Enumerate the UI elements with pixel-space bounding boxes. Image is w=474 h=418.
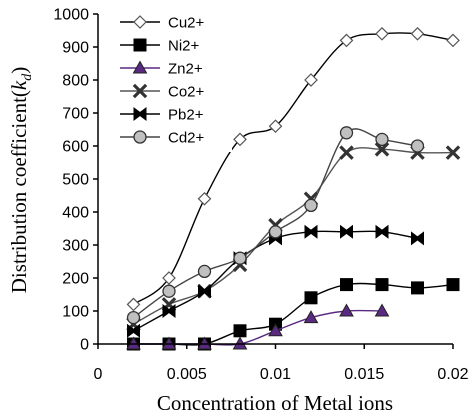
data-point [374,303,390,317]
x-tick-label: 0.02 [437,366,468,383]
series-layer [126,26,461,351]
legend-item: Zn2+ [120,60,203,78]
legend-item: Cd2+ [120,130,205,147]
legend-item: Ni2+ [120,38,200,55]
y-tick-label: 600 [62,139,89,156]
data-point [127,323,140,338]
y-axis-title: Distribution coefficient(kd) [7,67,35,293]
legend-label: Pb2+ [168,107,204,124]
data-point [304,73,318,87]
legend-item: Co2+ [120,84,205,101]
legend-item: Pb2+ [120,107,204,124]
y-tick-label: 500 [62,172,89,189]
data-point [268,119,283,134]
series-line [133,147,454,325]
legend-box [114,12,232,152]
data-point [375,132,389,147]
data-point [375,224,389,239]
legend-swatch-marker [133,107,147,121]
data-point [162,271,176,285]
legend-swatch-marker [132,60,148,74]
data-point [162,284,176,298]
data-point [339,126,354,140]
series-cu2- [126,26,460,312]
y-axis-title-main: Distribution coefficient( [7,90,31,293]
data-point [162,304,176,318]
legend-swatch-marker [133,15,147,29]
y-tick-label: 300 [62,238,89,255]
data-point [446,278,460,292]
series-line [133,32,454,305]
y-tick-label: 400 [62,205,89,222]
ticks-layer: 0 100 200 300 400 500 600 700 800 900 1000 0 0.005 0.… [53,7,468,384]
legend-label: Co2+ [168,84,205,101]
y-axis-title-symbol: k [7,80,31,90]
x-axis-title: Concentration of Metal ions [157,391,393,415]
data-point [304,224,318,239]
data-point [197,191,212,206]
legend-item: Cu2+ [120,15,205,32]
legend-label: Cd2+ [168,130,205,147]
x-tick-label: 0.015 [344,366,384,383]
y-tick-label: 700 [62,106,89,123]
data-point [410,139,425,153]
data-point [339,145,354,160]
x-tick-label: 0.005 [167,366,207,383]
legend-swatch-marker [132,83,148,99]
data-point [126,297,141,312]
y-tick-label: 900 [62,40,89,57]
data-point [375,26,389,41]
y-axis-title-close: ) [7,67,31,74]
data-point [304,291,318,305]
legend-label: Ni2+ [168,38,200,55]
data-point [198,284,211,299]
data-point [304,198,318,213]
data-point [445,145,461,160]
data-point [411,231,424,246]
data-point [446,33,460,48]
legend: Cu2+ Ni2+ Zn2+ Co2+ Pb2+ Cd2+ [114,12,232,152]
data-point [410,26,425,41]
data-point [339,33,354,48]
y-axis-title-subscript: d [20,73,35,81]
legend-label: Cu2+ [168,15,205,32]
data-point [339,303,354,317]
data-point [233,324,247,338]
data-point [375,278,389,292]
legend-label: Zn2+ [168,61,203,78]
y-tick-label: 800 [62,73,89,90]
data-point [411,281,424,295]
data-point [374,142,390,157]
data-point [268,323,283,337]
data-point [268,225,283,239]
data-point [303,310,319,324]
x-tick-label: 0.01 [260,366,291,383]
legend-swatch-marker [133,38,147,52]
data-point [340,278,353,292]
y-tick-label: 200 [62,271,89,288]
y-tick-label: 0 [80,337,89,354]
data-point [126,310,141,325]
y-tick-label: 1000 [53,7,89,24]
data-point [233,132,247,147]
data-point [233,251,247,265]
y-tick-label: 100 [62,304,89,321]
x-tick-label: 0 [94,366,103,383]
legend-swatch-marker [133,130,147,144]
data-point [340,224,353,239]
data-point [197,264,212,279]
series-cd2- [126,126,425,325]
